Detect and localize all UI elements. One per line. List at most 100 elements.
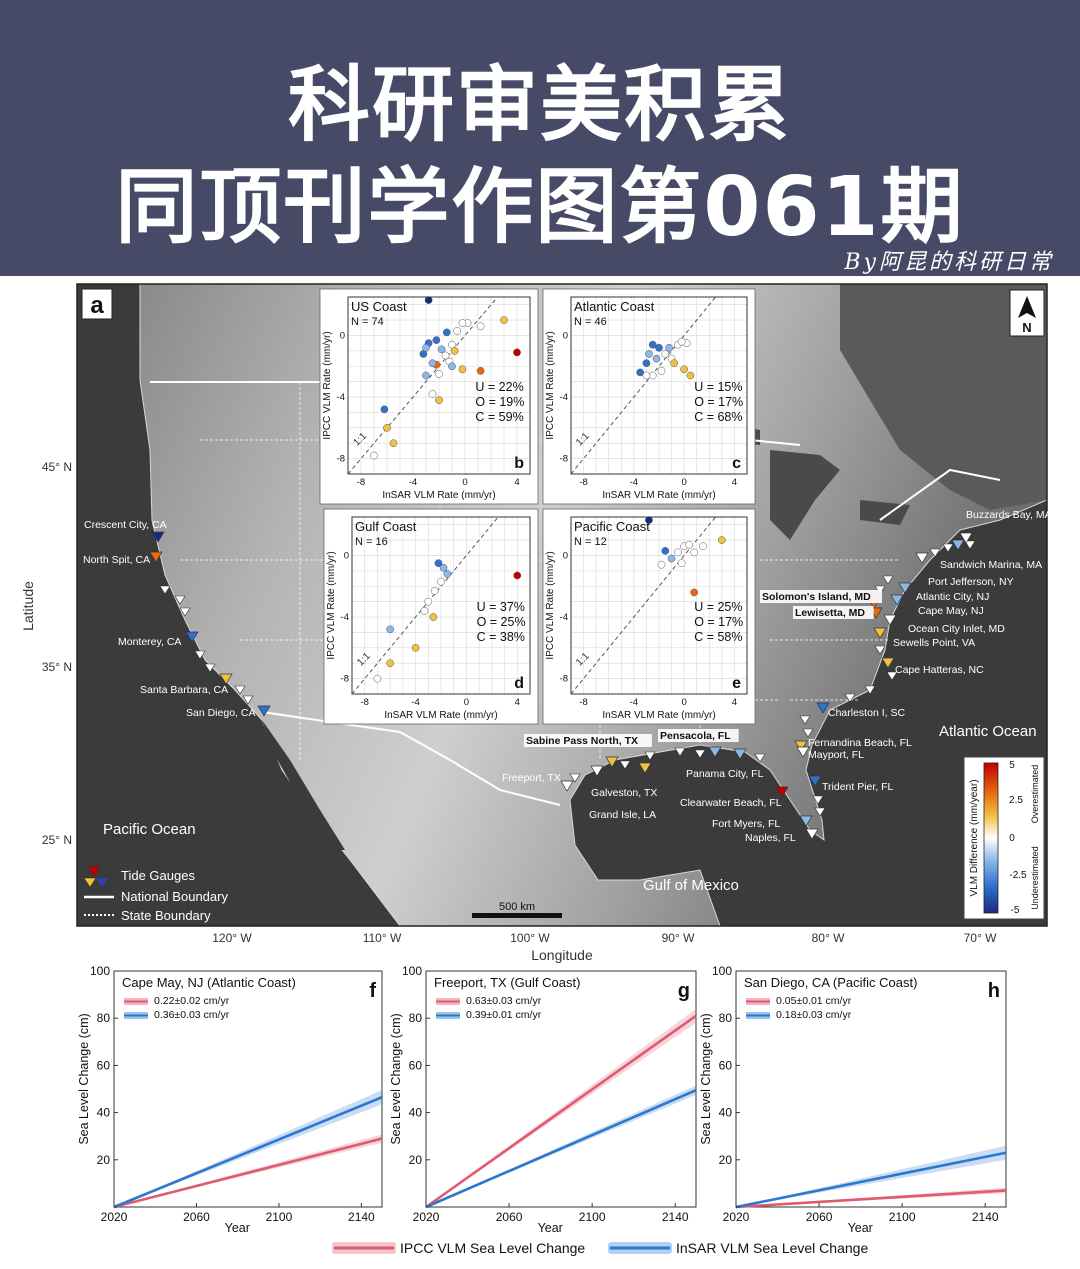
xtick-label: 0 [462, 477, 467, 488]
scatter-n: N = 74 [351, 316, 384, 328]
tide-gauge-marker-unlabeled [194, 650, 206, 660]
series-band-0-18-0-03-cm-yr [736, 1145, 1006, 1207]
ytick-label: -8 [337, 454, 345, 465]
scatter-point [420, 607, 429, 615]
lon-tick-100-w: 100° W [510, 931, 550, 945]
scatter-background [542, 508, 756, 725]
scatter-point [435, 370, 443, 378]
tide-gauge-clearwater-beach-fl [775, 786, 789, 798]
ytick-label: -4 [341, 612, 349, 623]
station-label-north-spit-ca: North Spit, CA [83, 554, 150, 566]
legend-state-boundary: State Boundary [121, 908, 211, 923]
xtick-label: 2060 [496, 1210, 523, 1224]
xtick-label: 2020 [723, 1210, 750, 1224]
xtick-label: 2140 [348, 1210, 375, 1224]
series-legend-label: 0.05±0.01 cm/yr [776, 995, 852, 1007]
scatter-point [383, 423, 391, 432]
plot-frame [570, 296, 748, 475]
map-xlabel: Longitude [531, 947, 593, 963]
scatter-point [424, 597, 433, 606]
scatter-point [665, 343, 673, 352]
scatter-point [636, 368, 644, 377]
ytick-label: -8 [560, 674, 568, 685]
national-boundary-mexico [261, 711, 561, 806]
ytick-label: 0 [344, 550, 349, 561]
scatter-xlabel: InSAR VLM Rate (mm/yr) [384, 710, 497, 721]
ytick-label: 0 [563, 550, 568, 561]
scatter-xlabel: InSAR VLM Rate (mm/yr) [602, 490, 715, 501]
series-line-0-18-0-03-cm-yr [735, 1151, 1007, 1209]
station-label-mayport-fl: Mayport, FL [808, 749, 864, 761]
scatter-ylabel: IPCC VLM Rate (mm/yr) [545, 551, 556, 659]
series-line-0-39-0-01-cm-yr [425, 1088, 697, 1209]
title-banner: 科研审美积累 同顶刊学作图第061期 By阿昆的科研日常 [0, 0, 1080, 276]
station-label-bg-pensacola-fl [658, 729, 739, 742]
panel-a-label: a [90, 292, 104, 319]
tide-gauge-sandwich-marina-ma [951, 539, 965, 551]
tide-gauge-galveston-tx [590, 765, 604, 777]
scatter-stat: U = 15% [694, 380, 742, 394]
xtick-label: 2100 [579, 1210, 606, 1224]
series-legend-label: 0.36±0.03 cm/yr [154, 1009, 230, 1021]
tide-gauge-legend-icon-blue [96, 878, 108, 887]
scatter-stat: U = 25% [694, 600, 742, 614]
series-legend-label: 0.39±0.01 cm/yr [466, 1009, 542, 1021]
banner-title-line1: 科研审美积累 [287, 58, 792, 153]
ytick-label: 60 [719, 1058, 733, 1072]
ytick-label: 0 [563, 330, 568, 341]
scatter-point [422, 343, 430, 352]
scatter-stat: C = 59% [475, 410, 523, 424]
tide-gauge-monterey-ca [185, 631, 199, 643]
xtick-label: 2060 [806, 1210, 833, 1224]
legend-tide-gauges: Tide Gauges [121, 868, 195, 883]
station-label-galveston-tx: Galveston, TX [591, 787, 657, 799]
scatter-point [435, 396, 443, 404]
scatter-point [448, 362, 456, 371]
tide-gauge-atlantic-city-nj [898, 582, 912, 594]
ytick-label: 20 [719, 1153, 733, 1167]
banner-byline: By阿昆的科研日常 [844, 250, 1054, 275]
station-label-santa-barbara-ca: Santa Barbara, CA [140, 684, 228, 696]
xtick-label: -4 [409, 477, 417, 488]
ocean-label-pacific: Pacific Ocean [103, 821, 196, 838]
scatter-point [642, 371, 651, 380]
tide-gauge-marker-unlabeled [799, 715, 811, 725]
scatter-point [677, 559, 686, 568]
series-band-0-36-0-03-cm-yr [114, 1090, 382, 1207]
tide-gauge-legend-icon-red [88, 867, 100, 876]
scatter-title: US Coast [351, 299, 407, 314]
line-xlabel: Year [225, 1221, 250, 1235]
scatter-stat: C = 58% [694, 630, 742, 644]
station-label-sabine-pass-north-tx: Sabine Pass North, TX [526, 735, 638, 747]
station-label-fernandina-beach-fl: Fernandina Beach, FL [808, 737, 912, 749]
plot-frame [351, 516, 531, 695]
xtick-label: 2020 [101, 1210, 128, 1224]
tide-gauge-marker-unlabeled [174, 595, 186, 605]
station-label-bg-sabine-pass-north-tx [524, 734, 652, 747]
station-label-grand-isle-la: Grand Isle, LA [589, 809, 656, 821]
line-ylabel: Sea Level Change (cm) [699, 1013, 713, 1144]
line-title: San Diego, CA (Pacific Coast) [744, 975, 917, 990]
station-label-crescent-city-ca: Crescent City, CA [84, 519, 167, 531]
station-label-sandwich-marina-ma: Sandwich Marina, MA [940, 559, 1042, 571]
scatter-point [458, 319, 467, 328]
tide-gauge-marker-unlabeled [754, 753, 766, 763]
scatter-point [439, 563, 448, 572]
tide-gauge-grand-isle-la [638, 762, 652, 774]
tide-gauge-marker-unlabeled [674, 747, 686, 757]
north-label: N [1022, 320, 1031, 335]
map-ylabel: Latitude [20, 581, 36, 631]
scatter-point [677, 337, 686, 346]
tide-gauge-marker-unlabeled [942, 543, 954, 553]
tide-gauge-marker-unlabeled [812, 795, 824, 805]
station-label-monterey-ca: Monterey, CA [118, 636, 181, 648]
ytick-label: 60 [409, 1058, 423, 1072]
scatter-point [386, 659, 394, 668]
scatter-point [642, 359, 651, 368]
divider [0, 276, 1080, 283]
